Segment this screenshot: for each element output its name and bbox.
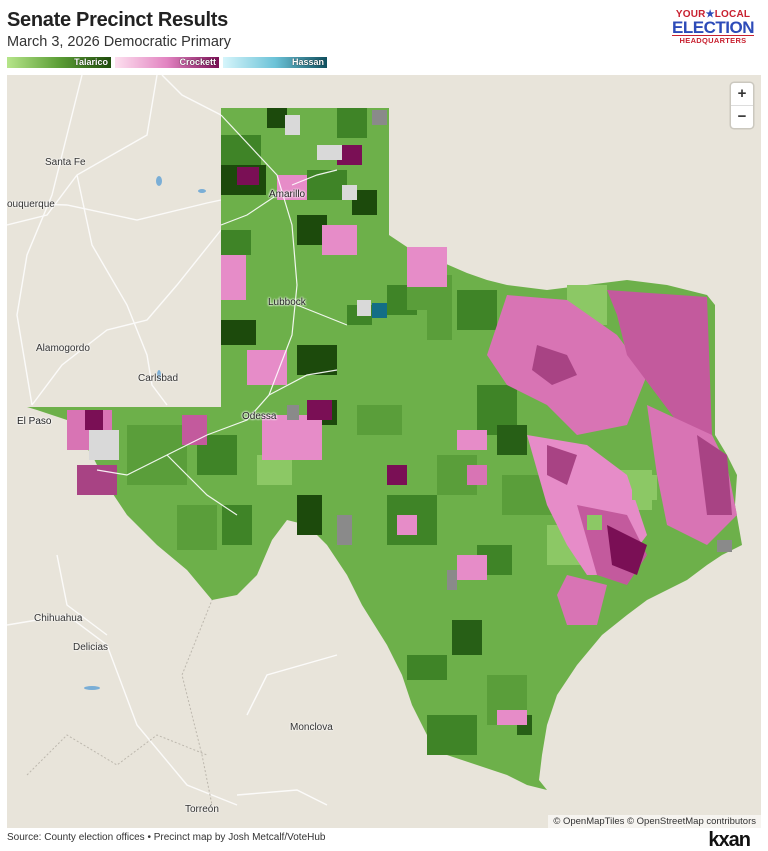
- texas-roads: [96, 114, 348, 516]
- city-label: Carlsbad: [138, 373, 179, 384]
- election-hq-logo: YOUR★LOCAL ELECTION HEADQUARTERS: [672, 10, 754, 45]
- city-label: Chihuahua: [34, 613, 83, 624]
- legend: Talarico Crockett Hassan: [7, 57, 327, 68]
- city-label: Delicias: [73, 642, 109, 653]
- city-label: Torreón: [185, 804, 219, 815]
- city-label: Lubbock: [268, 297, 306, 308]
- star-icon: ★: [705, 9, 715, 20]
- city-label: El Paso: [17, 416, 52, 427]
- logo-election: ELECTION: [672, 18, 754, 37]
- source-credit: Source: County election offices • Precin…: [7, 832, 326, 843]
- zoom-out-button[interactable]: −: [731, 105, 753, 128]
- legend-hassan: Hassan: [223, 57, 327, 68]
- legend-label-crockett: Crockett: [179, 57, 216, 67]
- map-attribution[interactable]: © OpenMapTiles © OpenStreetMap contribut…: [548, 815, 761, 828]
- legend-label-hassan: Hassan: [291, 57, 324, 67]
- zoom-control: + −: [731, 83, 753, 128]
- logo-local: LOCAL: [714, 9, 751, 20]
- city-label: Santa Fe: [45, 157, 86, 168]
- crockett-precincts: [67, 145, 737, 725]
- page-title: Senate Precinct Results: [7, 9, 228, 31]
- page-subtitle: March 3, 2026 Democratic Primary: [7, 34, 232, 50]
- city-label: ouquerque: [7, 199, 55, 210]
- city-label: Amarillo: [269, 189, 306, 200]
- basemap-roads: [7, 75, 338, 806]
- legend-talarico: Talarico: [7, 57, 111, 68]
- other-precincts: [89, 110, 732, 590]
- city-label: Odessa: [242, 411, 277, 422]
- basemap-water: [84, 176, 206, 690]
- city-label: Alamogordo: [36, 343, 90, 354]
- basemap-borders: [26, 594, 215, 806]
- kxan-logo: kxan: [708, 829, 751, 851]
- legend-label-talarico: Talarico: [74, 57, 108, 67]
- city-label: Monclova: [290, 722, 333, 733]
- logo-your: YOUR: [675, 9, 706, 20]
- map-canvas: [7, 75, 742, 806]
- logo-headquarters: HEADQUARTERS: [679, 36, 747, 45]
- legend-crockett: Crockett: [115, 57, 219, 68]
- zoom-in-button[interactable]: +: [737, 85, 747, 102]
- texas-shape: [27, 108, 742, 790]
- header: Senate Precinct Results March 3, 2026 De…: [7, 8, 231, 51]
- precinct-map[interactable]: Santa Fe ouquerque Alamogordo Carlsbad E…: [7, 75, 761, 828]
